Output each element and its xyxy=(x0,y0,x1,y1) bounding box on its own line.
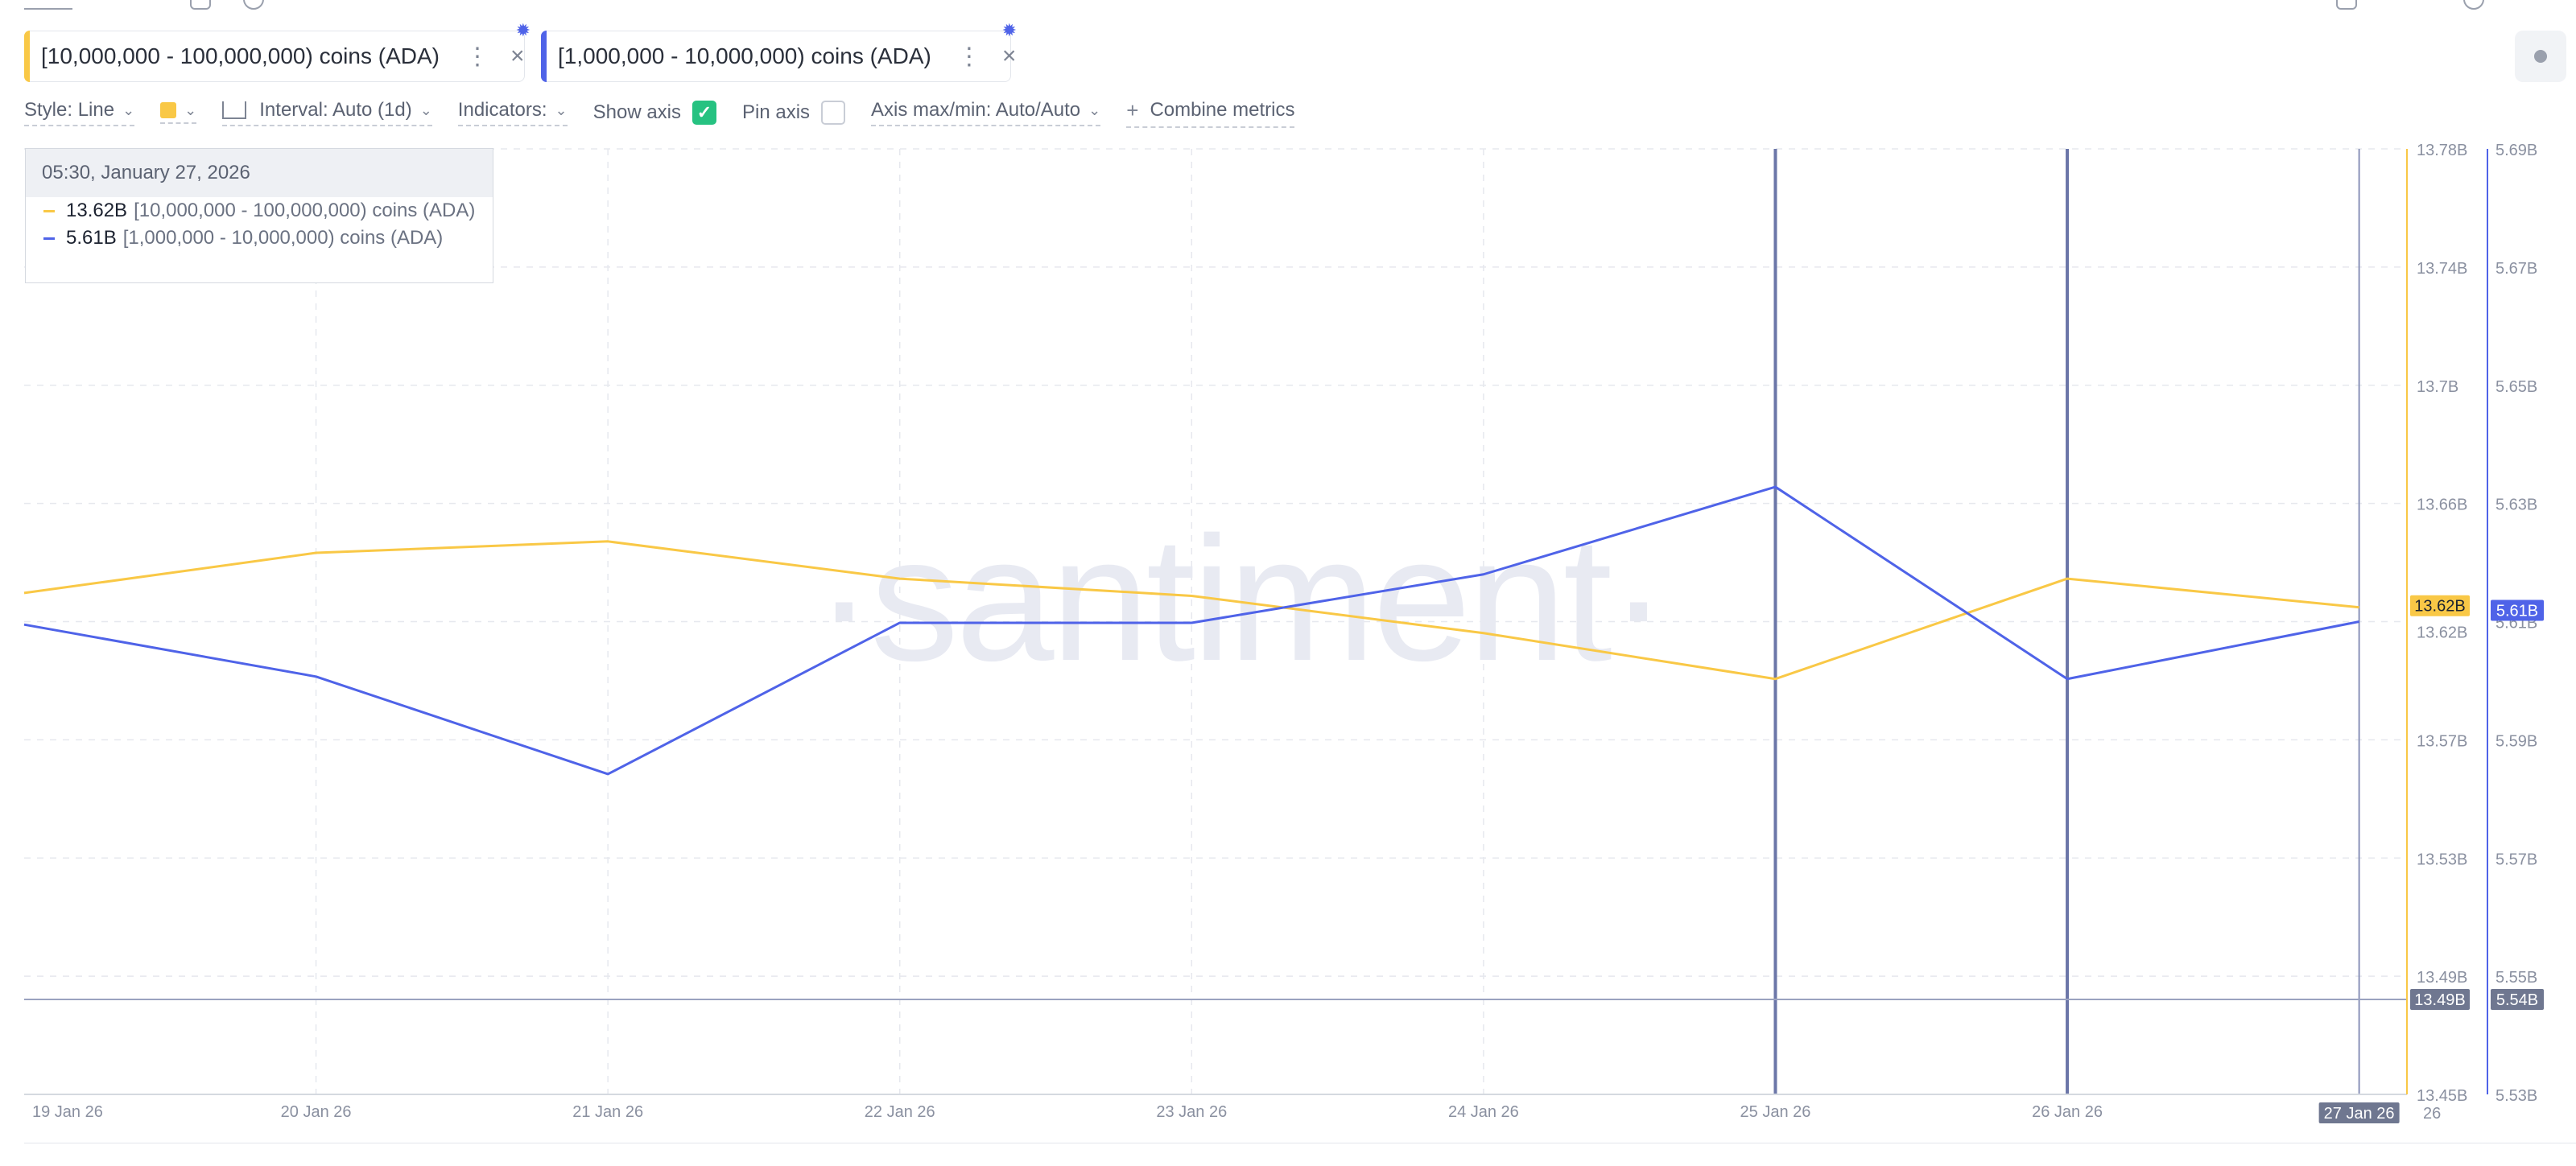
chevron-down-icon: ⌄ xyxy=(419,101,432,118)
cursor-value-tag-right: 5.54B xyxy=(2496,991,2538,1009)
toolbar-icon[interactable] xyxy=(2336,0,2357,10)
y-left-tick-label: 13.62B xyxy=(2417,624,2467,642)
tooltip-row: 5.61B [1,000,000 - 10,000,000) coins (AD… xyxy=(26,225,493,252)
watermark: ·santiment· xyxy=(815,500,1665,698)
gear-icon[interactable]: ✹ xyxy=(1001,20,1017,40)
plus-icon: + xyxy=(1126,97,1139,122)
show-axis-toggle[interactable]: Show axis ✓ xyxy=(593,101,716,125)
pin-axis-toggle[interactable]: Pin axis xyxy=(742,101,846,125)
x-tick-label: 20 Jan 26 xyxy=(281,1103,352,1121)
tooltip-value: 5.61B xyxy=(66,227,117,249)
color-swatch xyxy=(160,102,177,118)
chevron-down-icon: ⌄ xyxy=(555,101,568,118)
series-marker xyxy=(43,209,55,212)
indicators-label: Indicators: xyxy=(457,99,547,121)
show-axis-label: Show axis xyxy=(592,101,681,123)
tooltip-value: 13.62B xyxy=(66,200,128,221)
chevron-down-icon: ⌄ xyxy=(122,101,135,118)
y-right-tick-label: 5.67B xyxy=(2496,260,2537,278)
y-right-tick-label: 5.57B xyxy=(2496,851,2537,868)
y-left-tick-label: 13.53B xyxy=(2417,851,2467,868)
current-value-tag-left-bg xyxy=(2410,595,2470,616)
cursor-date-tag: 27 Jan 26 xyxy=(2324,1105,2395,1123)
ruler-icon xyxy=(222,101,247,119)
metric-label: [10,000,000 - 100,000,000) coins (ADA) xyxy=(41,43,440,68)
cursor-value-tag-left: 13.49B xyxy=(2414,991,2465,1009)
x-tick-label: 22 Jan 26 xyxy=(865,1103,935,1121)
chevron-down-icon: ⌄ xyxy=(1088,101,1101,118)
interval-dropdown[interactable]: Interval: Auto (1d) ⌄ xyxy=(222,99,432,126)
tooltip-series-name: [10,000,000 - 100,000,000) coins (ADA) xyxy=(134,200,476,221)
cursor-value-tag-left-bg xyxy=(2410,989,2470,1010)
current-value-tag-right: 5.61B xyxy=(2496,603,2538,620)
y-left-tick-label: 13.45B xyxy=(2417,1087,2467,1105)
metric-color-bar xyxy=(24,31,30,82)
series-marker xyxy=(43,237,55,240)
color-dropdown[interactable]: ⌄ xyxy=(160,101,197,124)
y-left-tick-label: 13.7B xyxy=(2417,378,2458,396)
tooltip-series-name: [1,000,000 - 10,000,000) coins (ADA) xyxy=(122,227,444,249)
y-left-tick-label: 13.66B xyxy=(2417,496,2467,514)
tooltip-row: 13.62B [10,000,000 - 100,000,000) coins … xyxy=(26,197,493,225)
toolbar-icon[interactable] xyxy=(24,0,72,10)
chevron-down-icon: ⌄ xyxy=(184,101,197,118)
series-line[interactable] xyxy=(23,540,2359,681)
style-label: Style: Line xyxy=(24,99,115,121)
x-tick-label: 24 Jan 26 xyxy=(1448,1103,1519,1121)
y-left-tick-label: 13.49B xyxy=(2417,969,2467,987)
cursor-value-tag-right-bg xyxy=(2491,989,2544,1010)
chart-settings-bar: Style: Line ⌄ ⌄ Interval: Auto (1d) ⌄ In… xyxy=(24,97,1320,128)
x-tick-label: 23 Jan 26 xyxy=(1156,1103,1227,1121)
more-options-icon[interactable]: ⋮ xyxy=(956,43,981,70)
more-options-icon[interactable]: ⋮ xyxy=(464,43,489,70)
interval-label: Interval: Auto (1d) xyxy=(259,99,412,121)
close-icon[interactable]: × xyxy=(510,43,525,69)
show-axis-checkbox[interactable]: ✓ xyxy=(692,101,716,125)
y-right-tick-label: 5.69B xyxy=(2496,142,2537,159)
sidebar-toggle-button[interactable] xyxy=(2515,31,2566,82)
axis-maxmin-dropdown[interactable]: Axis max/min: Auto/Auto ⌄ xyxy=(871,99,1101,126)
close-icon[interactable]: × xyxy=(1001,43,1017,69)
combine-metrics-label: Combine metrics xyxy=(1150,99,1295,121)
y-right-tick-label: 5.53B xyxy=(2496,1087,2537,1105)
current-value-tag-left: 13.62B xyxy=(2414,598,2465,616)
chart-tooltip: 05:30, January 27, 2026 13.62B [10,000,0… xyxy=(25,148,493,283)
current-value-tag-right-bg xyxy=(2491,599,2544,621)
y-right-tick-label: 5.65B xyxy=(2496,378,2537,396)
tooltip-date: 05:30, January 27, 2026 xyxy=(26,149,493,197)
gear-icon[interactable]: ✹ xyxy=(515,20,530,40)
combine-metrics-button[interactable]: + Combine metrics xyxy=(1126,97,1295,128)
indicators-dropdown[interactable]: Indicators: ⌄ xyxy=(457,99,568,126)
pin-axis-checkbox[interactable] xyxy=(821,101,846,125)
y-right-tick-label: 5.63B xyxy=(2496,496,2537,514)
y-right-tick-label: 5.59B xyxy=(2496,732,2537,750)
metric-color-bar xyxy=(541,31,547,82)
metric-chip[interactable]: [10,000,000 - 100,000,000) coins (ADA) ⋮… xyxy=(24,20,530,82)
x-tick-label: 19 Jan 26 xyxy=(32,1103,103,1121)
y-left-tick-label: 13.57B xyxy=(2417,732,2467,750)
y-left-tick-label: 13.74B xyxy=(2417,260,2467,278)
y-right-tick-label: 5.55B xyxy=(2496,969,2537,987)
series-line[interactable] xyxy=(23,485,2359,776)
metric-label: [1,000,000 - 10,000,000) coins (ADA) xyxy=(558,43,931,68)
metric-chip[interactable]: [1,000,000 - 10,000,000) coins (ADA) ⋮ ×… xyxy=(541,20,1017,82)
pin-axis-label: Pin axis xyxy=(742,101,811,123)
x-tick-label: 21 Jan 26 xyxy=(572,1103,643,1121)
x-tick-label: 26 xyxy=(2423,1105,2441,1123)
cursor-date-tag-bg xyxy=(2318,1102,2400,1123)
range-navigator[interactable] xyxy=(24,1143,2576,1166)
toolbar-icon[interactable] xyxy=(190,0,211,10)
axis-maxmin-label: Axis max/min: Auto/Auto xyxy=(871,99,1081,121)
style-dropdown[interactable]: Style: Line ⌄ xyxy=(24,99,135,126)
x-tick-label: 25 Jan 26 xyxy=(1740,1103,1811,1121)
y-left-tick-label: 13.78B xyxy=(2417,142,2467,159)
x-tick-label: 26 Jan 26 xyxy=(2032,1103,2103,1121)
